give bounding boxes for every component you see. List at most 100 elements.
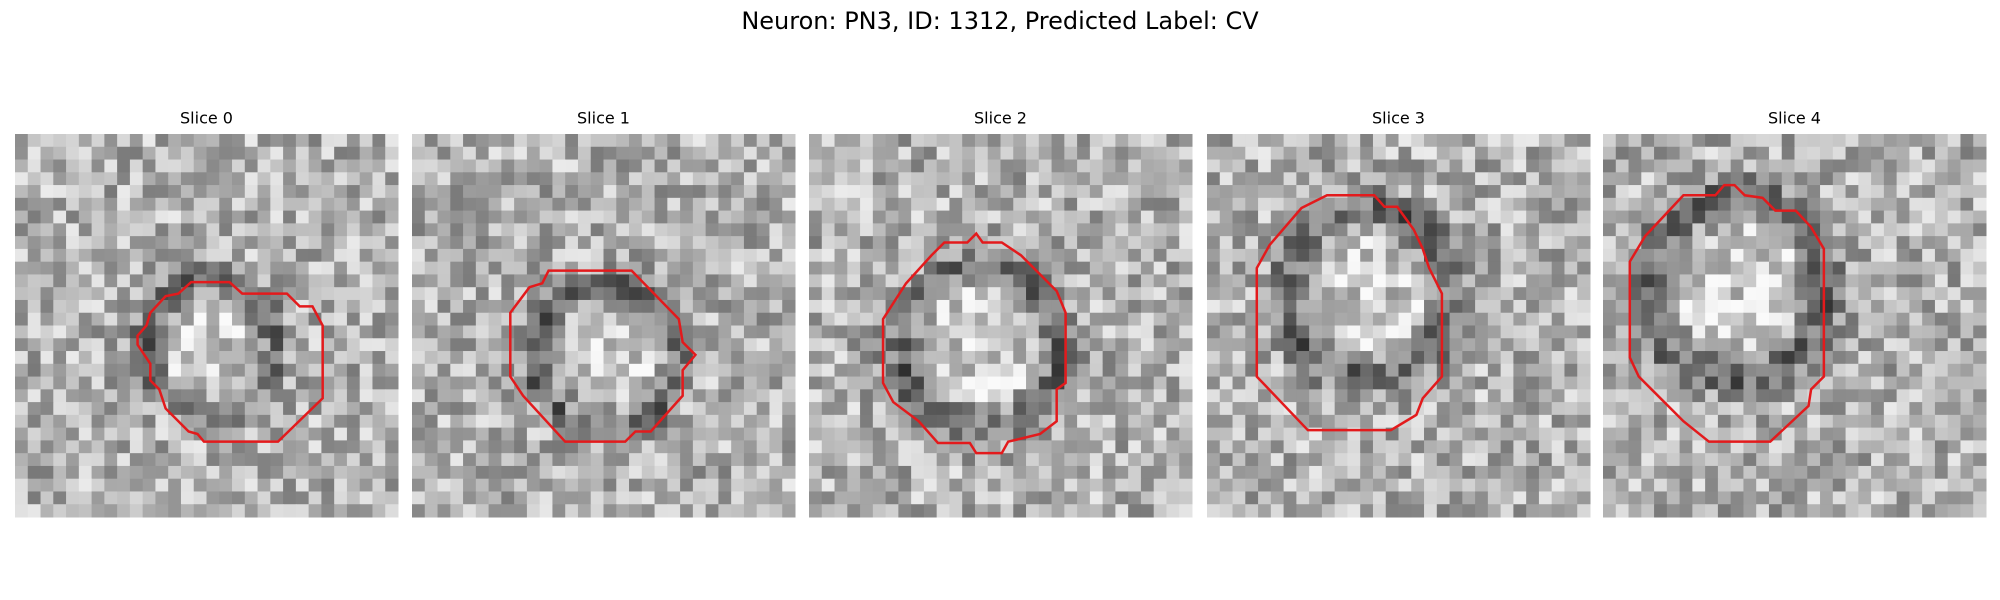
pixel — [1449, 376, 1463, 390]
pixel — [514, 465, 528, 480]
pixel — [1153, 159, 1167, 173]
pixel — [1436, 351, 1451, 365]
pixel — [1296, 223, 1310, 237]
pixel — [1321, 248, 1336, 263]
pixel — [142, 478, 156, 492]
pixel — [437, 338, 451, 352]
pixel — [1283, 236, 1297, 250]
pixel — [15, 274, 29, 288]
pixel — [1219, 465, 1234, 480]
pixel — [1666, 414, 1681, 429]
pixel — [1064, 453, 1078, 467]
pixel — [372, 338, 386, 352]
pixel — [232, 491, 246, 505]
pixel — [78, 312, 93, 326]
pixel — [1615, 414, 1630, 429]
pixel — [629, 491, 643, 505]
pixel — [911, 197, 925, 212]
pixel — [334, 197, 348, 212]
pixel — [1296, 172, 1310, 186]
pixel — [27, 185, 42, 199]
pixel — [514, 274, 528, 288]
pixel — [552, 338, 566, 352]
pixel — [565, 351, 579, 365]
pixel — [1296, 146, 1310, 161]
pixel — [1102, 504, 1116, 518]
pixel — [1832, 453, 1847, 467]
pixel — [616, 389, 630, 403]
pixel — [809, 414, 823, 429]
pixel — [1140, 427, 1155, 441]
pixel — [1398, 376, 1412, 390]
pixel — [1513, 402, 1527, 416]
pixel — [1960, 504, 1974, 518]
pixel — [1475, 402, 1489, 416]
pixel — [1153, 210, 1167, 224]
pixel — [936, 427, 950, 441]
pixel — [463, 274, 477, 288]
pixel — [923, 389, 938, 403]
pixel — [1334, 172, 1348, 186]
pixel — [412, 172, 426, 186]
pixel — [91, 248, 105, 263]
pixel — [1551, 402, 1565, 416]
pixel — [1258, 261, 1272, 275]
pixel — [552, 440, 566, 454]
pixel — [385, 223, 399, 237]
pixel — [155, 363, 169, 378]
pixel — [1128, 185, 1142, 199]
pixel — [412, 236, 426, 250]
pixel — [206, 236, 220, 250]
pixel — [1000, 465, 1014, 480]
pixel — [718, 427, 732, 441]
pixel — [872, 134, 887, 148]
pixel — [206, 185, 220, 199]
pixel — [372, 172, 386, 186]
pixel — [1232, 389, 1246, 403]
pixel — [1845, 299, 1859, 314]
pixel — [244, 312, 259, 326]
pixel — [283, 453, 297, 467]
pixel — [1115, 197, 1129, 212]
pixel — [1296, 465, 1310, 480]
pixel — [1526, 351, 1540, 365]
pixel — [1513, 453, 1527, 467]
pixel — [1679, 376, 1693, 390]
pixel — [1692, 159, 1706, 173]
pixel — [526, 478, 541, 492]
pixel — [1334, 325, 1348, 339]
pixel — [692, 236, 707, 250]
pixel — [1372, 338, 1387, 352]
pixel — [1347, 504, 1361, 518]
pixel — [1385, 414, 1399, 429]
pixel — [1102, 248, 1116, 263]
pixel — [1245, 402, 1259, 416]
pixel — [809, 389, 823, 403]
pixel — [1153, 376, 1167, 390]
pixel — [359, 134, 373, 148]
pixel — [475, 338, 490, 352]
pixel — [1270, 402, 1285, 416]
pixel — [53, 427, 67, 441]
pixel — [872, 261, 887, 275]
pixel — [667, 389, 681, 403]
pixel — [821, 491, 836, 505]
pixel — [654, 465, 668, 480]
pixel — [193, 389, 207, 403]
pixel — [936, 172, 950, 186]
pixel — [1960, 185, 1974, 199]
pixel — [1807, 274, 1821, 288]
pixel — [1934, 185, 1949, 199]
pixel — [437, 427, 451, 441]
pixel — [1705, 491, 1719, 505]
pixel — [1730, 236, 1744, 250]
pixel — [359, 325, 373, 339]
pixel — [1321, 172, 1336, 186]
pixel — [705, 197, 719, 212]
pixel — [1820, 172, 1834, 186]
pixel — [1820, 299, 1834, 314]
pixel — [1832, 491, 1847, 505]
pixel — [475, 465, 490, 480]
pixel — [629, 325, 643, 339]
pixel — [359, 197, 373, 212]
